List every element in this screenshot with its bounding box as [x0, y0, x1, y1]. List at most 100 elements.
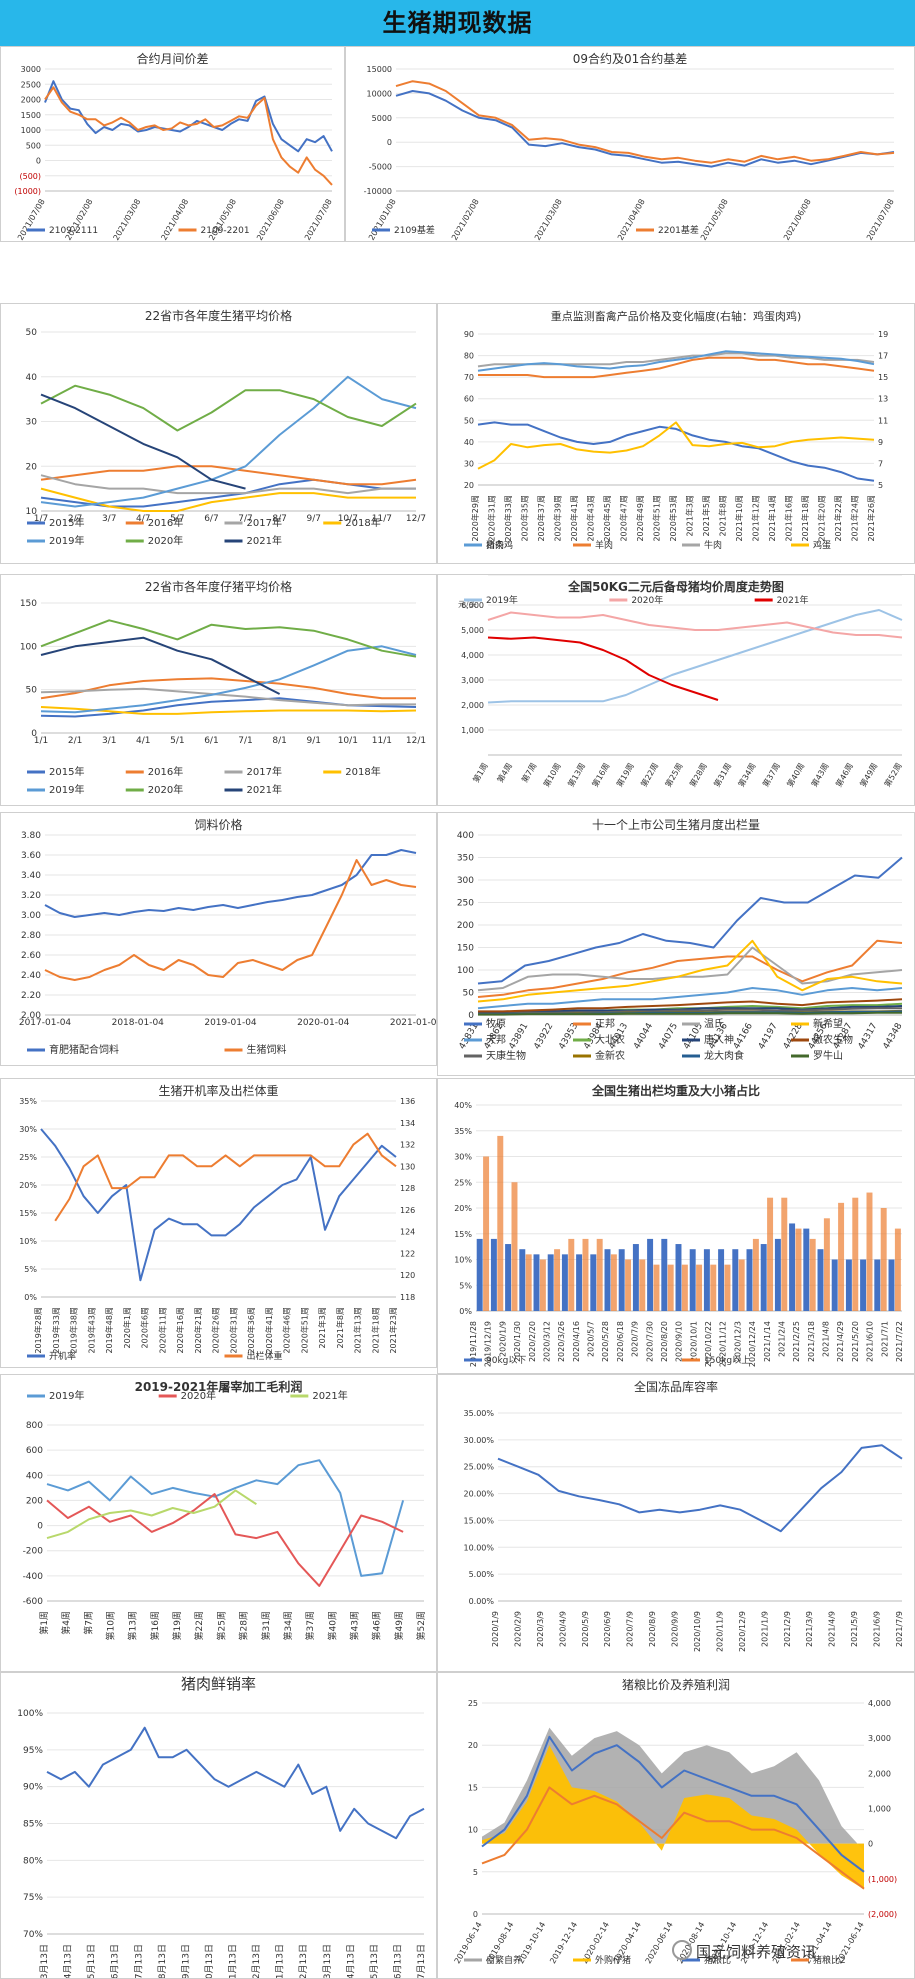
y-tick-label: 15.00%: [463, 1516, 494, 1525]
line-series-2020年: [40, 619, 417, 658]
y2-tick-label: 126: [400, 1206, 415, 1215]
x-tick-label: 2021年14周: [767, 495, 777, 542]
y2-tick-label: 124: [400, 1228, 415, 1237]
chart-panel-c13: 猪肉鲜销率 100% 95% 90% 85% 80% 75% 70% 3月13日 4月13日 5月1…: [0, 1672, 437, 1979]
line-series-羊肉: [478, 356, 875, 379]
x-tick-label: 9月13日: [180, 1944, 191, 1978]
x-tick-label: 2021/7/1: [880, 1321, 889, 1357]
chart-title-c7: 饲料价格: [194, 817, 242, 832]
line-series-育肥猪配合饲料: [44, 849, 417, 918]
y-tick-label: 10000: [367, 89, 392, 98]
x-tick-label: 2020年51周: [299, 1307, 309, 1354]
y-tick-label: 10%: [454, 1256, 472, 1265]
legend-label: 2021年: [777, 594, 809, 606]
x-tick-label: 2020/5/7: [587, 1321, 596, 1357]
y2-tick-label: 15: [878, 373, 888, 382]
bar-150kg以上: [894, 1228, 901, 1311]
x-tick-label: 7月13日: [416, 1944, 427, 1978]
y-tick-label: 5%: [459, 1281, 472, 1290]
chart-title-c1: 合约月间价差: [136, 51, 208, 66]
x-tick-label: 2019/12/19: [484, 1321, 493, 1367]
x-tick-label: 2021年10周: [734, 495, 744, 542]
bar-90kg以下: [789, 1223, 796, 1311]
x-tick-label: 2020年1周: [122, 1307, 132, 1348]
legend-label: 天邦: [486, 1033, 506, 1046]
x-tick-label: 2021年5周: [701, 495, 711, 536]
x-tick-label: 2021/6/10: [866, 1321, 875, 1362]
x-tick-label: 第37周: [760, 761, 782, 789]
bar-150kg以上: [653, 1264, 660, 1311]
x-tick-label: 第19周: [614, 761, 636, 789]
x-tick-label: 2020/1/9: [491, 1611, 500, 1647]
chart-panel-c6: 全国50KG二元后备母猪均价周度走势图 元/头 6,000 5,000 4,000 3,0…: [437, 574, 915, 806]
wechat-icon: [672, 1940, 692, 1960]
line-series-猪粮比2: [481, 1786, 865, 1890]
y-tick-label: 5000: [372, 114, 392, 123]
x-tick-label: 5/1: [170, 736, 184, 746]
x-tick-label: 2020年46周: [282, 1307, 292, 1354]
y-tick-label: 15: [468, 1783, 478, 1792]
y2-tick-label: 4,000: [868, 1699, 891, 1708]
x-tick-label: 第34周: [736, 761, 758, 789]
x-tick-label: 44105: [682, 1022, 705, 1052]
x-tick-label: 2021/4/9: [828, 1611, 837, 1647]
y2-tick-label: (1,000): [868, 1875, 897, 1884]
x-tick-label: 第22周: [193, 1611, 205, 1640]
x-tick-label: 2020/12/24: [748, 1321, 757, 1367]
y-tick-label: 3.00: [21, 911, 41, 921]
x-tick-label: 2021/06/08: [782, 198, 813, 242]
chart-svg-c8: 十一个上市公司生猪月度出栏量40035030025020015010050043…: [457, 817, 905, 1062]
chart-panel-c14: 猪粮比价及养殖利润 25 20 15 10 5 0 4,000 3,000 2,000 1,000 0…: [437, 1672, 915, 1979]
x-tick-label: 第10周: [541, 761, 563, 789]
legend-label: 大北农: [595, 1033, 625, 1046]
x-tick-label: 4/7: [136, 514, 150, 524]
chart-svg-c5: 22省市各年度仔猪平均价格 150 100 50 01/1 2/1 3/1 4/1 5/1 6/1…: [20, 579, 426, 796]
chart-panel-c10: 全国生猪出栏均重及大小猪占比 40% 35% 30% 25% 20% 15% 10% 5% 0% 2…: [437, 1078, 915, 1374]
y-tick-label: 15%: [19, 1209, 37, 1218]
y-tick-label: 100: [457, 966, 474, 976]
bar-90kg以下: [604, 1249, 611, 1311]
y-tick-label: 1000: [21, 126, 41, 135]
y-tick-label: 2500: [21, 80, 41, 89]
x-tick-label: 2021年18周: [370, 1307, 380, 1354]
y-tick-label: 2.40: [21, 971, 41, 981]
y2-tick-label: (2,000): [868, 1910, 897, 1919]
line-series-2017年: [40, 474, 416, 495]
bar-150kg以上: [781, 1197, 788, 1311]
y-tick-label: 0: [36, 157, 41, 166]
x-tick-label: 12/1: [406, 736, 426, 746]
legend-label: 2016年: [148, 516, 183, 529]
line-series-猪粮比: [481, 1735, 865, 1873]
x-tick-label: 10月13日: [204, 1944, 215, 1978]
bar-150kg以上: [767, 1197, 774, 1311]
bar-150kg以上: [724, 1264, 731, 1311]
bar-90kg以下: [874, 1259, 881, 1311]
x-tick-label: 第13周: [127, 1611, 139, 1640]
watermark-text: 国元饲料养殖资讯: [696, 1943, 817, 1961]
y-tick-label: 40%: [454, 1101, 472, 1110]
y-tick-label: 400: [457, 831, 474, 841]
watermark: 国元饲料养殖资讯: [672, 1940, 816, 1962]
y-tick-label: 60: [464, 395, 474, 404]
legend-label: 牧原: [486, 1017, 506, 1030]
y-tick-label: 0: [468, 1011, 474, 1021]
x-tick-label: 第1周: [38, 1611, 50, 1635]
bar-150kg以上: [596, 1238, 603, 1311]
y-tick-label: 150: [457, 944, 474, 954]
y-tick-label: (1000): [14, 187, 41, 196]
bar-90kg以下: [675, 1244, 682, 1311]
x-tick-label: 2020/7/30: [645, 1321, 654, 1362]
bar-90kg以下: [703, 1249, 710, 1311]
x-tick-label: 2020/2/9: [513, 1611, 522, 1647]
x-tick-label: 4月13日: [63, 1944, 74, 1978]
x-tick-label: 2020年51周: [652, 495, 662, 542]
x-tick-label: 2021/07/08: [865, 198, 896, 242]
x-tick-label: 2/1: [68, 736, 82, 746]
line-series-罗牛山: [478, 1011, 902, 1016]
bar-90kg以下: [476, 1238, 483, 1311]
y2-tick-label: 13: [878, 395, 888, 404]
bar-90kg以下: [888, 1259, 895, 1311]
x-tick-label: 2021/04/08: [616, 198, 647, 242]
legend-label: 2016年: [148, 765, 183, 778]
